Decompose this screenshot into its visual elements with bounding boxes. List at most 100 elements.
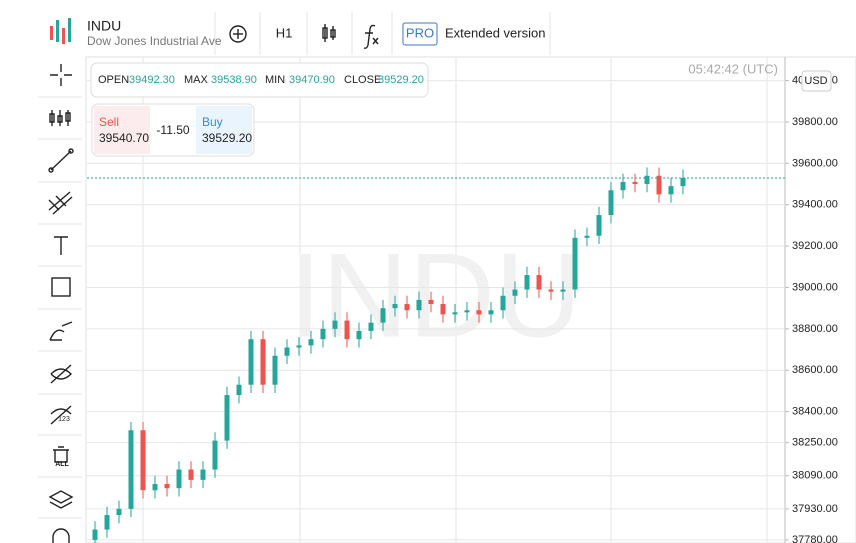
candle-body bbox=[308, 339, 314, 346]
candle-body bbox=[296, 345, 302, 348]
candle-body bbox=[620, 181, 626, 191]
candle-body bbox=[104, 515, 110, 530]
spread: -11.50 bbox=[156, 123, 189, 137]
sell-label: Sell bbox=[99, 115, 119, 129]
candle-body bbox=[584, 235, 590, 238]
left-toolbar bbox=[38, 96, 82, 519]
currency-button[interactable] bbox=[801, 70, 832, 92]
y-tick-label: 39600.00 bbox=[792, 157, 838, 169]
candle-body bbox=[608, 190, 614, 216]
candle-body bbox=[500, 295, 506, 311]
candle-body bbox=[428, 299, 434, 305]
min-value: 39470.90 bbox=[289, 74, 335, 86]
candle-body bbox=[380, 308, 386, 323]
candle-body bbox=[320, 328, 326, 340]
candle-body bbox=[392, 304, 398, 309]
candle-body bbox=[476, 310, 482, 315]
y-tick-label: 38800.00 bbox=[792, 323, 838, 335]
candle-body bbox=[272, 355, 278, 385]
candle-body bbox=[632, 181, 638, 185]
add-button[interactable] bbox=[229, 25, 247, 43]
candle-body bbox=[116, 508, 122, 516]
indicators-button[interactable] bbox=[363, 24, 379, 49]
candle-body bbox=[248, 339, 254, 385]
pro-badge[interactable] bbox=[402, 22, 438, 46]
icon-label: ALL bbox=[55, 461, 69, 468]
candle-body bbox=[572, 237, 578, 290]
candle-body bbox=[92, 529, 98, 540]
candle-body bbox=[416, 299, 422, 311]
candle-body bbox=[596, 215, 602, 236]
max-label: MAX bbox=[184, 74, 209, 86]
sell-price: 39540.70 bbox=[99, 131, 149, 145]
candle-body bbox=[440, 304, 446, 315]
candle-body bbox=[140, 430, 146, 491]
extended-button[interactable]: Extended version bbox=[445, 25, 545, 40]
candle-body bbox=[212, 440, 218, 470]
candle-body bbox=[668, 186, 674, 195]
candle-body bbox=[536, 275, 542, 290]
candle-body bbox=[512, 289, 518, 296]
max-value: 39538.90 bbox=[211, 74, 257, 86]
open-label: OPEN bbox=[98, 74, 129, 86]
interval-button[interactable]: H1 bbox=[276, 25, 293, 40]
close-value: 39529.20 bbox=[378, 74, 424, 86]
chart-frame bbox=[85, 56, 856, 543]
candle-body bbox=[404, 304, 410, 311]
chart-type-button[interactable] bbox=[322, 24, 336, 42]
y-tick-label: 37930.00 bbox=[792, 503, 838, 515]
symbol: INDU bbox=[87, 18, 121, 34]
candle-body bbox=[488, 310, 494, 315]
candle-body bbox=[128, 430, 134, 509]
candle-body bbox=[680, 177, 686, 187]
candle-body bbox=[164, 484, 170, 489]
logo bbox=[50, 18, 71, 44]
ohlc-box bbox=[90, 62, 429, 98]
grid bbox=[87, 80, 785, 541]
candle-body bbox=[548, 289, 554, 292]
candle-body bbox=[152, 484, 158, 491]
candle-body bbox=[284, 347, 290, 356]
close-label: CLOSE bbox=[344, 74, 381, 86]
icon-label: 123 bbox=[58, 416, 70, 423]
candle-body bbox=[356, 330, 362, 340]
tool-icons[interactable] bbox=[48, 64, 74, 543]
min-label: MIN bbox=[265, 74, 285, 86]
candle-body bbox=[332, 320, 338, 329]
buy-button[interactable] bbox=[196, 106, 252, 154]
currency: USD bbox=[804, 75, 827, 87]
watermark: INDU bbox=[288, 229, 581, 363]
y-tick-label: 39200.00 bbox=[792, 240, 838, 252]
candle-body bbox=[224, 395, 230, 441]
open-value: 39492.30 bbox=[129, 74, 175, 86]
candle-body bbox=[452, 312, 458, 315]
y-tick-label: 38090.00 bbox=[792, 470, 838, 482]
y-tick-label: 38250.00 bbox=[792, 437, 838, 449]
symbol-name: Dow Jones Industrial Ave bbox=[87, 34, 222, 48]
y-tick-label: 38400.00 bbox=[792, 406, 838, 418]
overlay: 05:42:42 (UTC) OPEN 39492.30 MAX 39538.9… bbox=[90, 61, 778, 157]
candle-body bbox=[656, 175, 662, 195]
candle-body bbox=[464, 310, 470, 313]
y-tick-label: 39000.00 bbox=[792, 281, 838, 293]
candles bbox=[87, 167, 785, 543]
price-axis: 37780.00 37930.00 38090.00 38250.00 38400.00… bbox=[785, 74, 838, 543]
candle-body bbox=[188, 469, 194, 480]
candle-body bbox=[236, 384, 242, 396]
candle-body bbox=[524, 275, 530, 290]
candle-body bbox=[200, 469, 206, 480]
candle-body bbox=[560, 289, 566, 292]
buy-label: Buy bbox=[202, 115, 223, 129]
y-tick-label: 38600.00 bbox=[792, 364, 838, 376]
candle-body bbox=[260, 339, 266, 385]
header-separators bbox=[214, 12, 551, 55]
candle-body bbox=[344, 320, 350, 340]
sell-button[interactable] bbox=[94, 106, 150, 154]
candle-body bbox=[644, 175, 650, 185]
candle-body bbox=[176, 469, 182, 489]
clock: 05:42:42 (UTC) bbox=[688, 61, 778, 76]
pro-label: PRO bbox=[406, 25, 434, 40]
candle-body bbox=[368, 322, 374, 331]
